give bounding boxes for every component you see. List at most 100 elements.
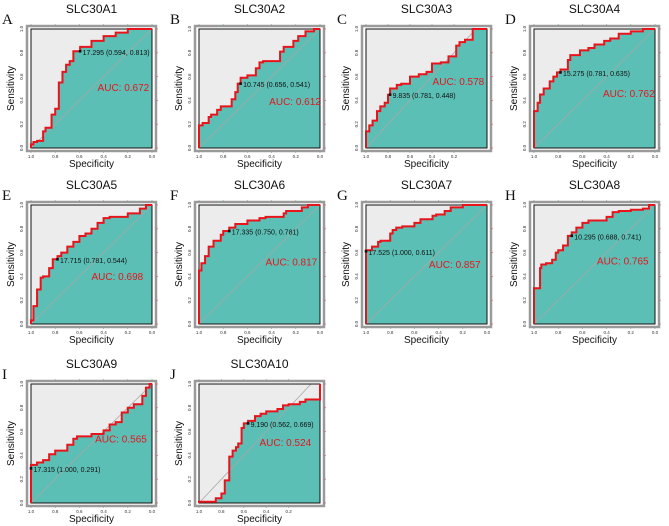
x-tick-label: 0.2 — [125, 154, 132, 159]
outer-frame — [25, 24, 158, 153]
auc-area — [366, 29, 487, 148]
x-tick-label: 0.8 — [385, 154, 392, 159]
y-tick-label: 0.4 — [19, 452, 24, 459]
x-tick-label: 0.0 — [652, 330, 659, 335]
x-tick-label: 0.4 — [603, 154, 610, 159]
threshold-point — [559, 71, 562, 74]
plot-border — [198, 383, 321, 504]
y-tick-label: 1.0 — [19, 380, 24, 387]
y-axis-label: Sensitivity — [509, 66, 520, 111]
roc-curve — [198, 28, 320, 148]
roc-chart: 1.0 0.8 0.6 0.4 0.2 0.0 0.0 0.2 0.4 0.6 0.8 1.0 SLC3… — [170, 178, 326, 346]
roc-chart: 1.0 0.8 0.6 0.4 0.2 0.0 0.0 0.2 0.4 0.6 0.8 1.0 SLC3… — [505, 178, 661, 346]
x-tick-label: 0.8 — [52, 330, 59, 335]
x-tick-label: 0.4 — [100, 330, 107, 335]
threshold-label: 10.745 (0.656, 0.541) — [243, 82, 310, 89]
plot-border — [198, 28, 321, 149]
chart-title: SLC30A1 — [66, 2, 118, 16]
y-tick-label: 0.2 — [19, 476, 24, 483]
threshold-label: 17.335 (0.750, 0.781) — [232, 230, 299, 237]
threshold-point — [227, 229, 231, 233]
y-tick-label: 0.4 — [187, 452, 192, 459]
chart-title: SLC30A10 — [230, 357, 288, 371]
y-tick-label: 0.8 — [187, 404, 192, 411]
y-tick-label: 0.6 — [19, 428, 24, 435]
x-tick-label: 0.0 — [484, 330, 491, 335]
x-tick-label: 0.0 — [149, 509, 156, 514]
diagonal-reference-line — [30, 383, 153, 504]
auc-label: AUC: 0.565 — [95, 434, 147, 445]
outer-frame — [360, 24, 493, 153]
threshold-label: 9.835 (0.781, 0.448) — [393, 93, 456, 100]
plot-border — [533, 28, 656, 149]
x-tick-label: 1.0 — [363, 330, 370, 335]
roc-panel-a: 1.0 0.8 0.6 0.4 0.2 0.0 0.0 0.2 0.4 0.6 0.8 1.0 SLC3… — [0, 0, 166, 174]
x-axis-label: Specificity — [237, 514, 282, 525]
y-tick-label: 0.8 — [522, 225, 527, 232]
x-tick-label: 0.0 — [149, 154, 156, 159]
y-tick-label: 0.0 — [522, 144, 527, 151]
y-tick-label: 0.4 — [522, 97, 527, 104]
roc-chart: 1.0 0.8 0.6 0.4 0.2 0.0 0.0 0.2 0.4 0.6 0.8 1.0 SLC3… — [337, 178, 493, 346]
roc-chart: 1.0 0.8 0.6 0.4 0.2 0.0 0.0 0.2 0.4 0.6 0.8 1.0 SLC3… — [505, 2, 661, 170]
x-tick-label: 1.0 — [196, 509, 203, 514]
x-tick-label: 0.6 — [76, 330, 83, 335]
threshold-point — [388, 93, 392, 96]
y-tick-label: 0.2 — [354, 121, 359, 128]
x-tick-label: 0.0 — [317, 154, 324, 159]
x-tick-label: 0.2 — [125, 330, 132, 335]
x-axis-label: Specificity — [404, 159, 449, 170]
diagonal-reference-line — [533, 28, 656, 149]
y-tick-label: 0.4 — [19, 97, 24, 104]
y-tick-label: 1.0 — [354, 25, 359, 32]
x-tick-label: 0.0 — [652, 154, 659, 159]
threshold-point — [29, 467, 33, 470]
y-tick-label: 0.6 — [187, 73, 192, 80]
plot-border — [30, 383, 153, 504]
roc-curve — [365, 28, 487, 148]
x-axis-label: Specificity — [572, 159, 617, 170]
threshold-label: 17.525 (1.000, 0.611) — [369, 250, 435, 257]
outer-frame — [528, 24, 661, 153]
x-tick-label: 0.6 — [579, 330, 586, 335]
x-tick-label: 0.4 — [435, 330, 442, 335]
y-tick-label: 0.6 — [354, 249, 359, 256]
auc-label: AUC: 0.765 — [597, 257, 649, 268]
y-tick-label: 0.0 — [19, 144, 24, 151]
outer-frame — [25, 200, 158, 329]
y-tick-label: 0.2 — [522, 121, 527, 128]
y-axis-label: Sensitivity — [6, 66, 17, 111]
auc-label: AUC: 0.612 — [269, 97, 321, 108]
chart-title: SLC30A2 — [234, 2, 286, 16]
threshold-point — [239, 82, 242, 85]
y-tick-label: 0.0 — [354, 144, 359, 151]
panel-letter: D — [505, 12, 516, 28]
y-tick-label: 0.0 — [522, 320, 527, 327]
x-axis-label: Specificity — [69, 159, 114, 170]
roc-chart: 1.0 0.8 0.6 0.4 0.2 0.0 0.2 0.4 0.6 0.8 1.0 SLC30A1… — [170, 357, 326, 525]
panel-letter: F — [170, 188, 178, 204]
y-tick-label: 0.6 — [19, 73, 24, 80]
y-tick-label: 0.6 — [187, 428, 192, 435]
outer-frame — [25, 379, 158, 508]
roc-curve — [30, 28, 152, 148]
y-tick-label: 0.4 — [522, 273, 527, 280]
y-axis-label: Sensitivity — [174, 242, 185, 287]
x-tick-label: 0.6 — [241, 509, 248, 514]
chart-title: SLC30A8 — [569, 178, 621, 192]
y-axis-label: Sensitivity — [341, 242, 352, 287]
panel-letter: G — [337, 188, 348, 204]
roc-curve — [30, 383, 152, 503]
x-tick-label: 1.0 — [363, 154, 370, 159]
roc-panel-d: 1.0 0.8 0.6 0.4 0.2 0.0 0.0 0.2 0.4 0.6 0.8 1.0 SLC3… — [503, 0, 669, 174]
y-tick-label: 0.8 — [187, 49, 192, 56]
y-tick-label: 0.2 — [19, 297, 24, 304]
x-tick-label: 0.8 — [555, 154, 562, 159]
y-axis-label: Sensitivity — [341, 66, 352, 111]
y-tick-label: 1.0 — [19, 25, 24, 32]
threshold-point — [78, 49, 82, 53]
y-tick-label: 0.4 — [354, 97, 359, 104]
x-tick-label: 0.4 — [603, 330, 610, 335]
y-tick-label: 0.0 — [354, 320, 359, 327]
